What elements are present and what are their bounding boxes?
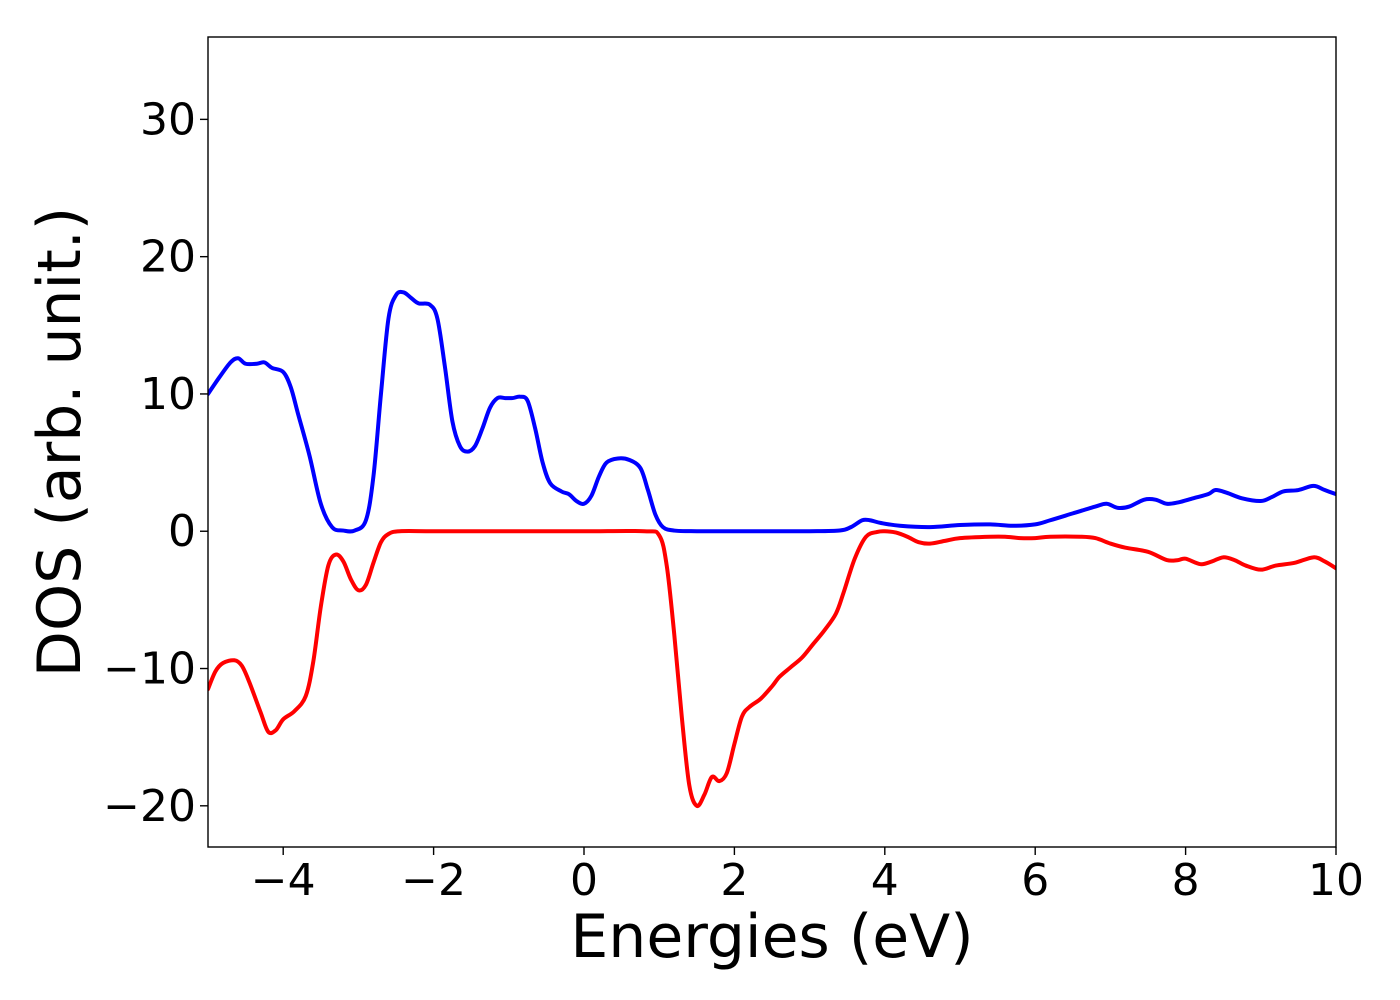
x-tick-label: −4: [251, 855, 316, 906]
y-axis: −20 −10 0 10 20 30: [103, 94, 208, 832]
x-tick-label: 0: [570, 855, 598, 906]
x-tick-label: 2: [720, 855, 748, 906]
series-line-1: [208, 289, 1336, 534]
y-tick-label: 0: [168, 506, 196, 557]
x-tick-label: 6: [1021, 855, 1049, 906]
x-tick-label: −2: [401, 855, 466, 906]
y-tick-label: −10: [103, 644, 196, 695]
y-tick-label: 10: [140, 369, 196, 420]
x-tick-label: 4: [871, 855, 899, 906]
y-tick-label: 30: [140, 94, 196, 145]
x-axis: −4 −2 0 2 4 6 8 10: [251, 847, 1364, 906]
series-layer: [208, 289, 1336, 808]
y-tick-label: 20: [140, 232, 196, 283]
plot-frame: [207, 36, 1337, 848]
y-axis-title: DOS (arb. unit.): [25, 207, 95, 677]
series-line-2: [208, 528, 1336, 808]
x-tick-label: 10: [1308, 855, 1364, 906]
x-tick-label: 8: [1172, 855, 1200, 906]
y-tick-label: −20: [103, 781, 196, 832]
x-axis-title: Energies (eV): [570, 902, 973, 972]
